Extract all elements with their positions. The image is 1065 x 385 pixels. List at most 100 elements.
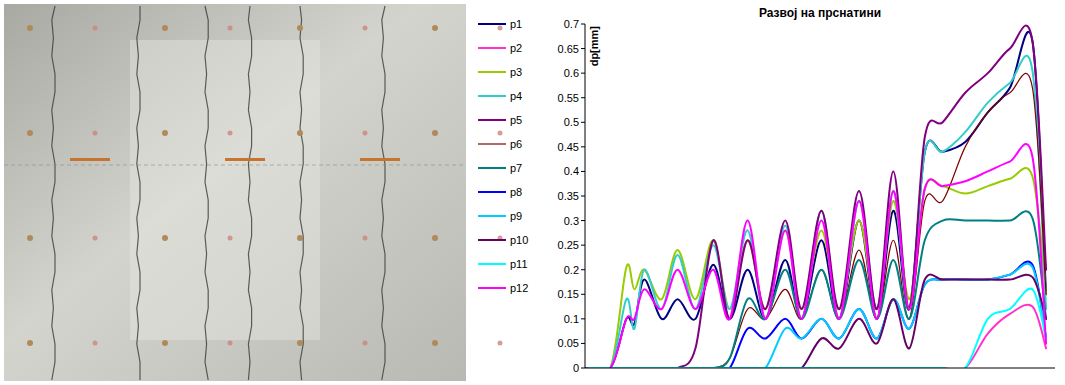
marker-point xyxy=(93,236,98,241)
y-tick xyxy=(581,220,585,221)
series-line xyxy=(585,274,1046,368)
marker-point xyxy=(93,131,98,136)
series-line xyxy=(585,261,1046,368)
gauge-point xyxy=(297,25,303,31)
legend-label: p9 xyxy=(510,210,522,222)
page: Развој на прснатини 0 0.05 0.1 0.15 0.2 0.25 0.… xyxy=(0,0,1065,385)
crack xyxy=(300,6,303,380)
legend: p1p2p3p4p5p6p7p8p9p10p11p12 xyxy=(478,18,528,294)
y-tick xyxy=(581,318,585,319)
legend-swatch xyxy=(478,47,506,49)
gauge-point xyxy=(27,25,33,31)
strain-gauge xyxy=(225,158,265,161)
marker-point xyxy=(363,26,368,31)
legend-swatch xyxy=(478,95,506,97)
series-line xyxy=(585,264,1046,368)
crack xyxy=(248,6,251,380)
strain-gauge xyxy=(360,158,400,161)
y-tick-label: 0.65 xyxy=(558,43,579,55)
gauge-point xyxy=(27,235,33,241)
y-tick xyxy=(581,245,585,246)
y-tick xyxy=(581,196,585,197)
x-axis xyxy=(585,368,1055,369)
y-tick-label: 0.4 xyxy=(564,165,579,177)
y-tick xyxy=(581,97,585,98)
legend-label: p5 xyxy=(510,114,522,126)
series-line xyxy=(585,56,1046,368)
legend-label: p7 xyxy=(510,162,522,174)
y-tick xyxy=(581,24,585,25)
specimen-surface xyxy=(4,4,466,381)
legend-swatch xyxy=(478,23,506,25)
y-tick-label: 0.1 xyxy=(564,313,579,325)
marker-point xyxy=(363,131,368,136)
chart: Развој на прснатини 0 0.05 0.1 0.15 0.2 0.25 0.… xyxy=(478,6,1055,375)
marker-point xyxy=(228,26,233,31)
legend-swatch xyxy=(478,287,506,289)
y-tick xyxy=(581,146,585,147)
specimen-photo xyxy=(4,4,503,381)
y-tick-label: 0.7 xyxy=(564,18,579,30)
marker-point xyxy=(498,341,503,346)
gauge-point xyxy=(162,25,168,31)
y-tick-label: 0 xyxy=(573,362,579,374)
series-line xyxy=(585,305,1046,368)
marker-point xyxy=(93,341,98,346)
y-tick xyxy=(581,171,585,172)
y-tick-label: 0.2 xyxy=(564,264,579,276)
legend-label: p2 xyxy=(510,42,522,54)
series-line xyxy=(585,144,1046,368)
y-tick xyxy=(581,368,585,369)
y-tick-label: 0.25 xyxy=(558,239,579,251)
marker-point xyxy=(498,26,503,31)
y-tick-label: 0.15 xyxy=(558,288,579,300)
legend-swatch xyxy=(478,191,506,193)
gauge-point xyxy=(162,235,168,241)
legend-label: p8 xyxy=(510,186,522,198)
marker-point xyxy=(228,131,233,136)
crack xyxy=(382,6,385,380)
y-tick xyxy=(581,73,585,74)
chart-title: Развој на прснатини xyxy=(759,6,881,20)
legend-label: p1 xyxy=(510,18,522,30)
gauge-point xyxy=(432,25,438,31)
y-tick xyxy=(581,122,585,123)
y-tick-label: 0.5 xyxy=(564,116,579,128)
figure: Развој на прснатини 0 0.05 0.1 0.15 0.2 0.25 0.… xyxy=(0,0,1065,385)
series-group xyxy=(585,26,1046,368)
crack xyxy=(205,6,208,380)
y-tick xyxy=(581,48,585,49)
y-tick-label: 0.55 xyxy=(558,92,579,104)
gauge-point xyxy=(432,340,438,346)
series-line xyxy=(585,289,1046,368)
legend-swatch xyxy=(478,263,506,265)
y-tick-label: 0.05 xyxy=(558,337,579,349)
legend-label: p3 xyxy=(510,66,522,78)
marker-point xyxy=(363,341,368,346)
marker-point xyxy=(498,131,503,136)
series-line xyxy=(585,26,1046,368)
y-tick-label: 0.45 xyxy=(558,141,579,153)
strain-gauge xyxy=(70,158,110,161)
legend-swatch xyxy=(478,71,506,73)
grid-line-photo xyxy=(4,165,466,166)
y-tick xyxy=(581,269,585,270)
y-tick xyxy=(581,343,585,344)
gauge-point xyxy=(297,235,303,241)
y-tick-label: 0.6 xyxy=(564,67,579,79)
gauge-point xyxy=(162,130,168,136)
gauge-point xyxy=(27,340,33,346)
legend-label: p6 xyxy=(510,138,522,150)
legend-swatch xyxy=(478,119,506,121)
legend-swatch xyxy=(478,143,506,144)
crack xyxy=(137,6,140,380)
marker-point xyxy=(228,236,233,241)
marker-point xyxy=(228,341,233,346)
legend-label: p10 xyxy=(510,234,528,246)
gauge-point xyxy=(27,130,33,136)
marker-point xyxy=(93,26,98,31)
y-axis-label: dp[mm] xyxy=(588,26,600,67)
legend-swatch xyxy=(478,215,506,217)
gauge-point xyxy=(297,340,303,346)
legend-swatch xyxy=(478,239,506,241)
